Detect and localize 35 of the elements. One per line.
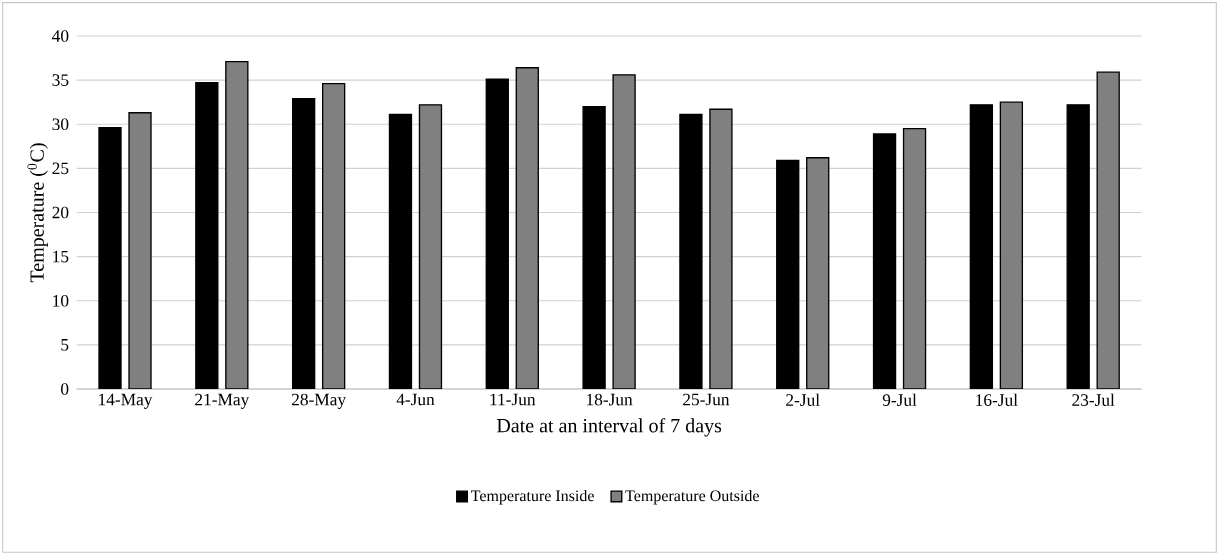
bar [902, 127, 927, 389]
bar [612, 74, 636, 389]
legend-label: Temperature Inside [471, 489, 594, 505]
y-tick-label: 40 [52, 30, 69, 42]
y-axis-title: Temperature ($^{0}$C) [27, 143, 48, 283]
bar [128, 112, 152, 389]
y-tick-label: 15 [53, 250, 69, 263]
bar [225, 60, 249, 389]
bar [321, 82, 346, 389]
x-tick-label: 11-Jun [490, 393, 536, 406]
y-tick-label: 30 [52, 118, 69, 131]
bar [999, 101, 1024, 389]
y-tick-label: 0 [61, 383, 69, 395]
x-tick-label: 28-May [291, 393, 347, 409]
x-tick-label: 14-May [99, 393, 153, 409]
x-tick-label: 18-Jun [587, 393, 633, 406]
y-tick-label: 10 [53, 294, 69, 307]
x-tick-label: 21-May [195, 393, 250, 409]
x-tick-label: 25-Jun [683, 393, 730, 406]
bar [709, 108, 733, 389]
x-axis-title: Date at an interval of 7 days [496, 418, 722, 437]
y-tick-label: 5 [61, 339, 69, 351]
x-tick-label: 4-Jun [396, 393, 435, 406]
x-tick-label: 16-Jul [976, 393, 1018, 406]
y-tick-label: 35 [52, 74, 69, 86]
y-tick-label: 25 [52, 162, 69, 175]
x-tick-label: 23-Jul [1072, 393, 1115, 406]
bar [515, 67, 539, 389]
bar [806, 157, 830, 389]
bar [1096, 71, 1120, 389]
x-tick-label: 2-Jul [786, 393, 820, 406]
y-tick-label: 20 [52, 206, 69, 219]
x-tick-label: 9-Jul [882, 393, 917, 406]
legend-label: Temperature Outside [625, 489, 759, 505]
bar [418, 104, 443, 389]
